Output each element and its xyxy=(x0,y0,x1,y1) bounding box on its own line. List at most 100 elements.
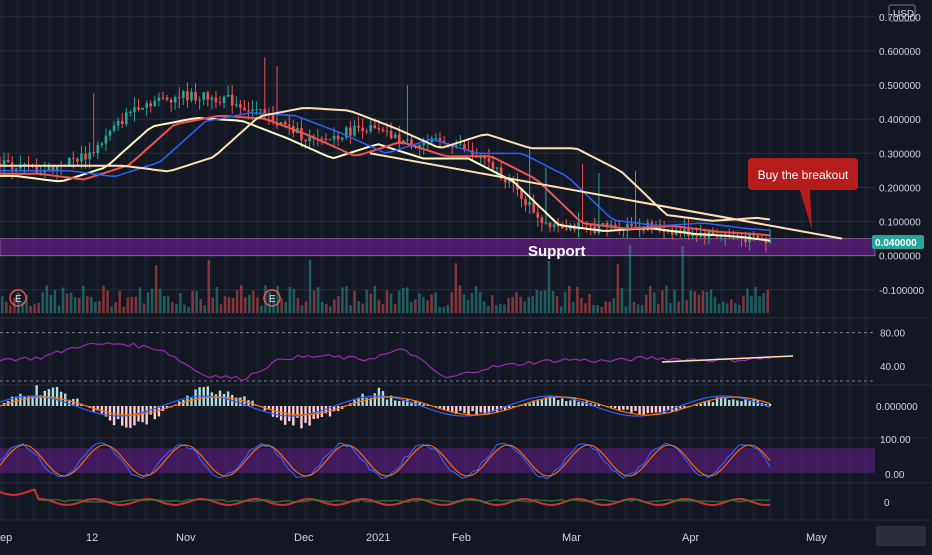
volume-bar xyxy=(548,261,551,313)
volume-bar xyxy=(29,306,32,313)
candle-body xyxy=(357,126,360,128)
macd-histogram-bar xyxy=(223,394,225,406)
volume-bar xyxy=(159,289,162,313)
bg-stripe xyxy=(496,0,500,520)
volume-bar xyxy=(694,292,697,313)
volume-bar xyxy=(681,246,684,313)
macd-histogram-bar xyxy=(463,406,465,413)
volume-bar xyxy=(532,296,535,313)
axis-corner-button xyxy=(876,526,926,546)
x-axis-label: May xyxy=(806,532,827,544)
volume-bar xyxy=(256,297,259,313)
macd-histogram-bar xyxy=(394,400,396,406)
candle-body xyxy=(35,167,38,173)
macd-histogram-bar xyxy=(744,399,746,406)
candle-body xyxy=(101,144,104,145)
bg-stripe xyxy=(208,0,212,520)
candle-body xyxy=(223,97,226,103)
volume-bar xyxy=(151,289,154,313)
volume-bar xyxy=(357,301,360,313)
bg-stripe xyxy=(512,0,516,520)
macd-histogram-bar xyxy=(308,406,310,426)
volume-bar xyxy=(163,296,166,313)
candle-body xyxy=(406,139,409,140)
volume-bar xyxy=(135,297,138,313)
volume-bar xyxy=(232,298,235,313)
candle-body xyxy=(92,152,95,153)
candle-body xyxy=(158,98,161,101)
bg-stripe xyxy=(176,0,180,520)
volume-bar xyxy=(94,302,97,313)
volume-bar xyxy=(187,307,190,313)
macd-histogram-bar xyxy=(101,406,103,413)
volume-bar xyxy=(317,287,320,313)
volume-bar xyxy=(252,290,255,313)
volume-bar xyxy=(422,297,425,313)
macd-histogram-bar xyxy=(626,406,628,410)
macd-histogram-bar xyxy=(634,406,636,411)
volume-bar xyxy=(479,292,482,313)
volume-bar xyxy=(9,305,12,313)
macd-histogram-bar xyxy=(732,399,734,406)
candle-body xyxy=(178,97,181,98)
x-axis-label: Nov xyxy=(176,532,196,544)
bg-stripe xyxy=(576,0,580,520)
candle-body xyxy=(321,138,324,139)
candle-body xyxy=(141,108,144,110)
macd-histogram-bar xyxy=(194,389,196,406)
volume-bar xyxy=(236,290,239,313)
macd-histogram-bar xyxy=(300,406,302,428)
y-tick-label: 0.300000 xyxy=(879,149,921,160)
macd-histogram-bar xyxy=(382,391,384,406)
bg-stripe xyxy=(128,0,132,520)
volume-bar xyxy=(430,294,433,313)
macd-histogram-bar xyxy=(52,388,54,406)
candle-body xyxy=(255,109,258,110)
macd-histogram-bar xyxy=(386,400,388,406)
volume-bar xyxy=(665,286,668,313)
candle-body xyxy=(524,199,527,205)
candle-body xyxy=(198,100,201,101)
candle-body xyxy=(7,160,10,162)
candle-body xyxy=(630,224,633,226)
x-axis-label: Feb xyxy=(452,532,471,544)
macd-histogram-bar xyxy=(638,406,640,414)
volume-bar xyxy=(248,295,251,313)
y-tick-label: 0.400000 xyxy=(879,115,921,126)
volume-bar xyxy=(467,300,470,313)
volume-bar xyxy=(706,292,709,313)
macd-histogram-bar xyxy=(667,406,669,410)
candle-body xyxy=(206,92,209,100)
macd-histogram-bar xyxy=(728,400,730,406)
candle-body xyxy=(125,112,128,124)
volume-bar xyxy=(455,263,458,313)
candle-body xyxy=(186,91,189,100)
candle-body xyxy=(170,100,173,103)
volume-bar xyxy=(240,285,243,313)
volume-bar xyxy=(86,296,89,313)
candle-body xyxy=(251,110,254,111)
candle-body xyxy=(190,92,193,100)
volume-bar xyxy=(609,302,612,313)
bg-stripe xyxy=(608,0,612,520)
candle-body xyxy=(121,121,124,124)
volume-bar xyxy=(677,302,680,313)
macd-histogram-bar xyxy=(378,388,380,406)
macd-histogram-bar xyxy=(361,394,363,406)
volume-bar xyxy=(451,292,454,313)
volume-bar xyxy=(33,304,36,313)
volume-bar xyxy=(139,287,142,313)
volume-bar xyxy=(584,303,587,313)
volume-bar xyxy=(762,293,765,313)
candle-body xyxy=(532,202,535,212)
volume-bar xyxy=(722,302,725,313)
candle-body xyxy=(133,107,136,112)
macd-histogram-bar xyxy=(622,406,624,410)
volume-bar xyxy=(572,302,575,313)
candle-body xyxy=(154,101,157,107)
volume-bar xyxy=(495,305,498,313)
volume-bar xyxy=(621,288,624,313)
bg-stripe xyxy=(768,0,772,520)
bg-stripe xyxy=(32,0,36,520)
